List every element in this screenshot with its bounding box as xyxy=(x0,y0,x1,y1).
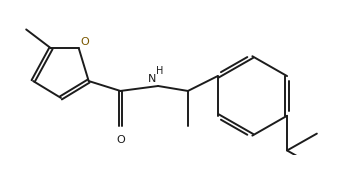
Text: O: O xyxy=(116,135,125,144)
Text: H: H xyxy=(156,66,164,76)
Text: N: N xyxy=(148,74,156,84)
Text: O: O xyxy=(81,37,89,47)
